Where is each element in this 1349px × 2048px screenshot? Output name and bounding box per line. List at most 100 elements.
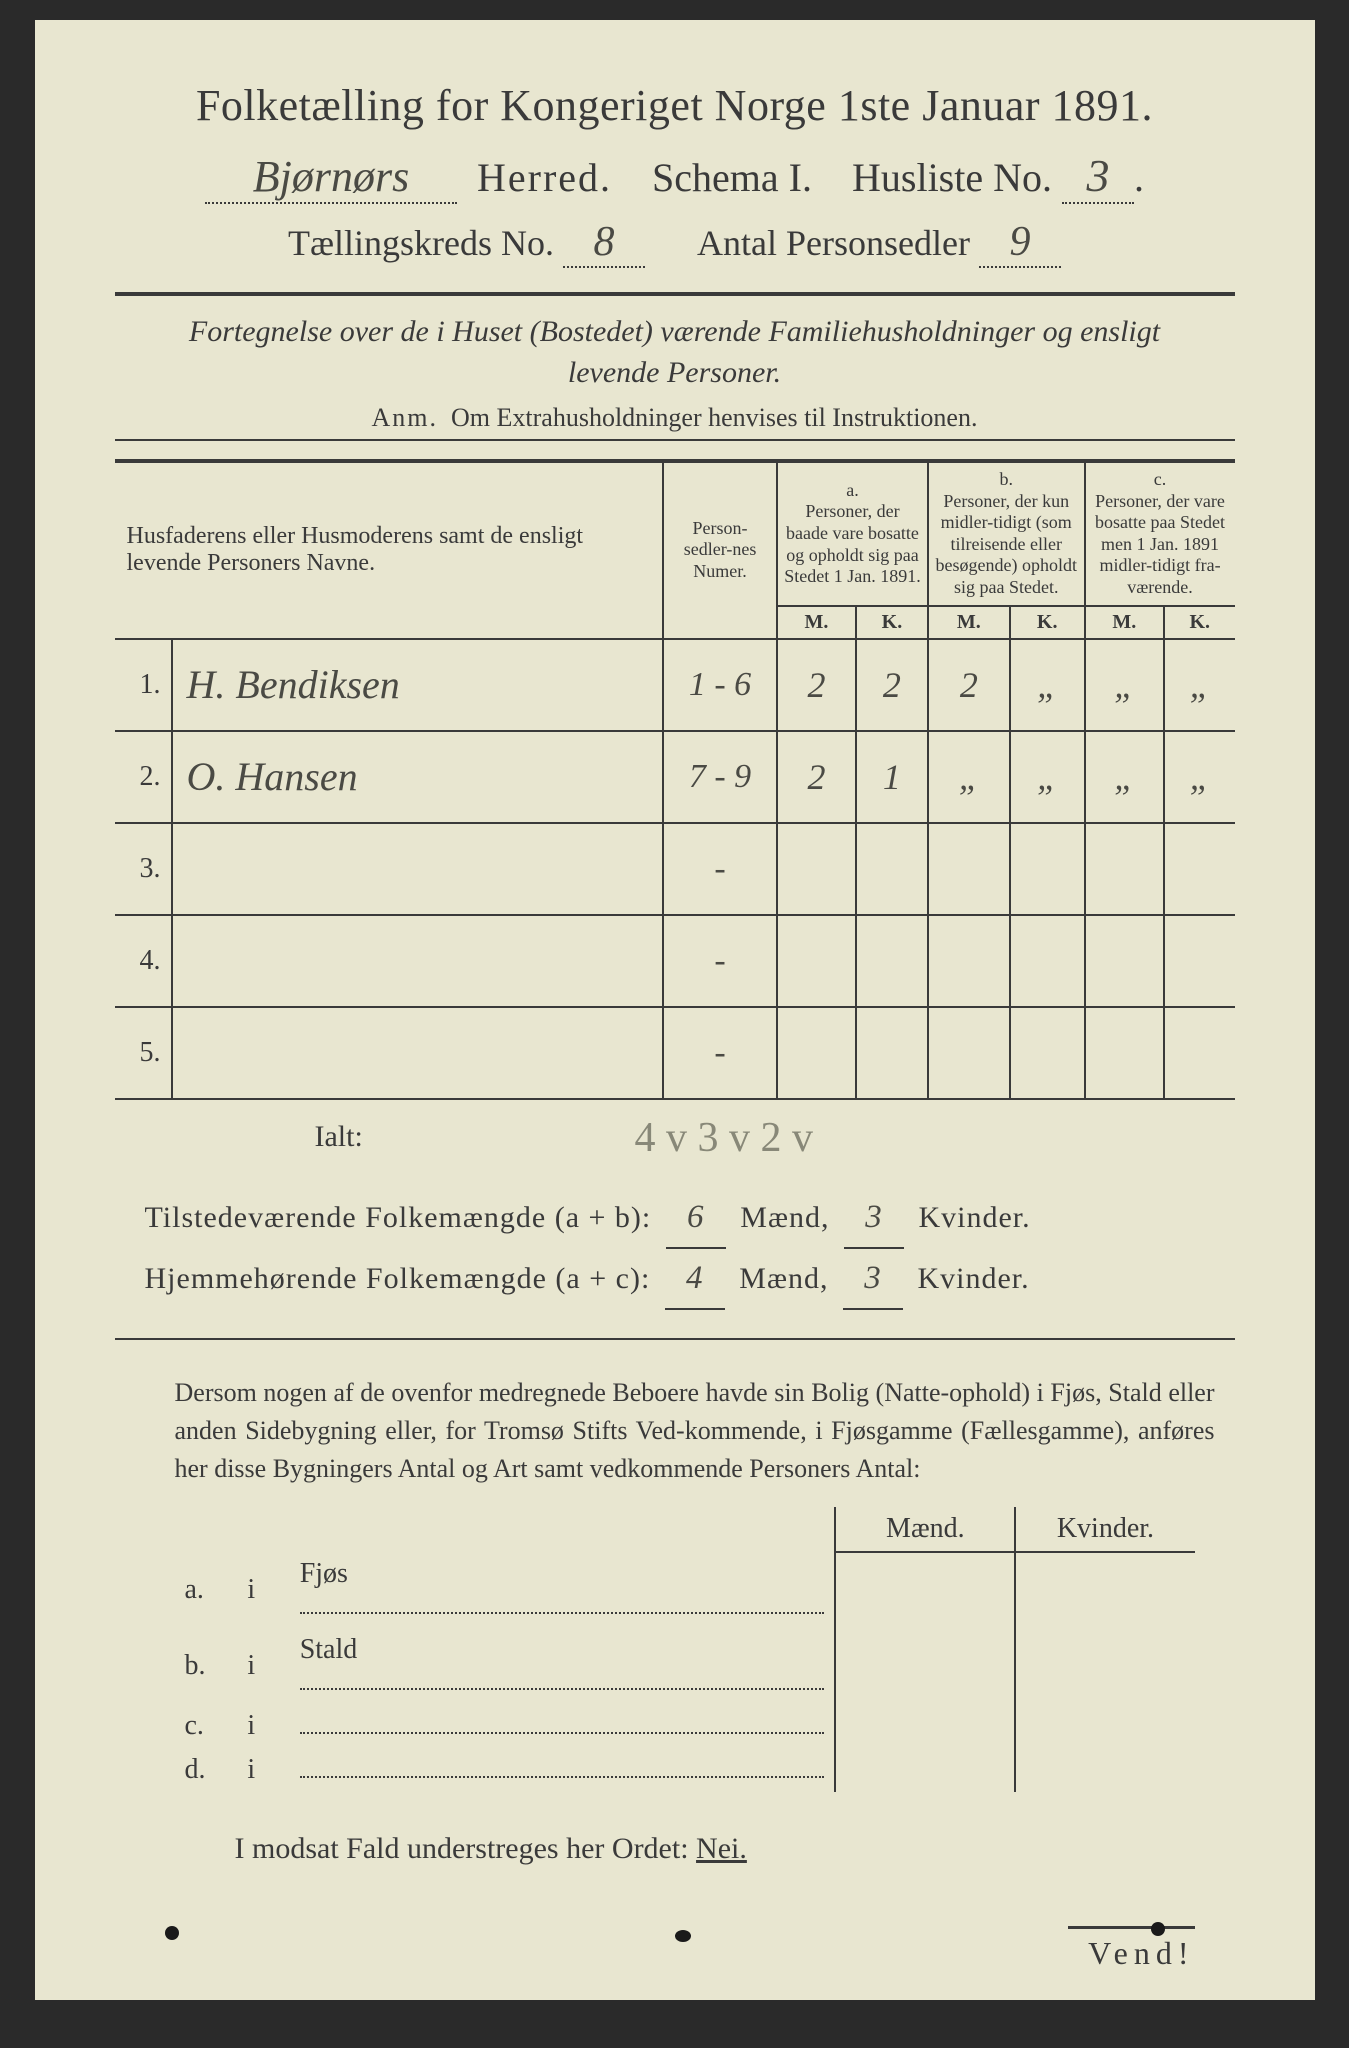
bt-text: Fjøs [290,1552,836,1628]
husliste-value: 3 [1062,149,1134,204]
row-cK [1164,823,1234,915]
row-bK: „ [1010,639,1085,731]
row-aK [856,1007,928,1099]
col-numer: Person-sedler-nes Numer. [663,461,777,639]
bt-m [835,1704,1015,1748]
tot2-m: 4 [665,1249,725,1310]
bt-k [1015,1704,1194,1748]
bt-m [835,1748,1015,1792]
table-row: 1.H. Bendiksen1 - 6222„„„ [115,639,1235,731]
nei-line: I modsat Fald understreges her Ordet: Ne… [235,1832,1235,1866]
row-bM: „ [928,731,1010,823]
bt-k [1015,1748,1194,1792]
maend-2: Mænd, [739,1262,828,1295]
row-cK: „ [1164,731,1234,823]
col-b: Personer, der kun midler-tidigt (som til… [936,491,1077,597]
row-aK [856,823,928,915]
row-aM: 2 [777,731,856,823]
row-aM [777,915,856,1007]
divider [115,292,1235,296]
kvinder-2: Kvinder. [917,1262,1029,1295]
row-aM [777,1007,856,1099]
row-cK: „ [1164,639,1234,731]
line-herred: Bjørnørs Herred. Schema I. Husliste No. … [115,149,1235,204]
nei-word: Nei. [696,1832,747,1865]
row-num: 4. [115,915,172,1007]
line-kreds: Tællingskreds No. 8 Antal Personsedler 9 [115,218,1235,268]
divider-thin [115,439,1235,441]
col-a-k: K. [856,606,928,639]
bt-letter: a. [175,1552,238,1628]
bt-letter: d. [175,1748,238,1792]
col-a: Personer, der baade vare bosatte og opho… [784,501,921,586]
divider-thin-2 [115,1338,1235,1340]
bt-k [1015,1552,1194,1628]
row-num: 3. [115,823,172,915]
row-name: H. Bendiksen [172,639,664,731]
bt-m [835,1552,1015,1628]
row-num: 2. [115,731,172,823]
row-name [172,823,664,915]
punch-hole-icon [1151,1922,1165,1936]
kvinder-1: Kvinder. [918,1201,1030,1234]
row-cM [1085,1007,1164,1099]
bt-i: i [237,1704,289,1748]
table-row: 5. - [115,1007,1235,1099]
antal-value: 9 [979,218,1061,268]
bt-text: Stald [290,1628,836,1704]
row-num: 5. [115,1007,172,1099]
herred-label: Herred. [477,155,612,200]
bottom-table-row: d.i [175,1748,1195,1792]
table-row: 2.O. Hansen7 - 921„„„„ [115,731,1235,823]
antal-label: Antal Personsedler [697,223,970,263]
row-cM [1085,915,1164,1007]
subhead-2: levende Personer. [568,356,781,389]
bottom-table-row: b.iStald [175,1628,1195,1704]
col-a-m: M. [777,606,856,639]
bt-i: i [237,1748,289,1792]
row-cM [1085,823,1164,915]
bt-i: i [237,1552,289,1628]
bt-kvinder: Kvinder. [1015,1507,1194,1552]
row-numer: - [663,1007,777,1099]
bottom-table-row: c.i [175,1704,1195,1748]
table-row: 4.- [115,915,1235,1007]
bottom-paragraph: Dersom nogen af de ovenfor medregnede Be… [175,1374,1215,1487]
row-bM [928,823,1010,915]
row-bM: 2 [928,639,1010,731]
row-cM: „ [1085,639,1164,731]
tot1-k: 3 [844,1188,904,1249]
row-name [172,1007,664,1099]
punch-hole-icon [165,1926,179,1940]
schema-label: Schema I. [652,155,812,200]
row-name [172,915,664,1007]
col-names: Husfaderens eller Husmoderens samt de en… [127,523,584,576]
row-cK [1164,915,1234,1007]
tot2-k: 3 [843,1249,903,1310]
row-bK [1010,1007,1085,1099]
col-c-m: M. [1085,606,1164,639]
row-cK [1164,1007,1234,1099]
bt-letter: c. [175,1704,238,1748]
col-c: Personer, der vare bosatte paa Stedet me… [1095,491,1225,597]
kreds-value: 8 [563,218,645,268]
bt-m [835,1628,1015,1704]
anm-label: Anm. [372,403,439,432]
kreds-label: Tællingskreds No. [288,223,554,263]
row-bM [928,1007,1010,1099]
col-c-k: K. [1164,606,1234,639]
maend-1: Mænd, [740,1201,829,1234]
row-cM: „ [1085,731,1164,823]
sub-heading: Fortegnelse over de i Huset (Bostedet) v… [155,312,1195,393]
tot1-label: Tilstedeværende Folkemængde (a + b): [145,1201,652,1234]
anm-text: Om Extrahusholdninger henvises til Instr… [451,403,977,432]
vend-label: Vend! [1068,1926,1194,1972]
row-aM: 2 [777,639,856,731]
row-numer: - [663,823,777,915]
pencil-totals: 4 v 3 v 2 v [635,1114,814,1162]
col-c-tag: c. [1154,469,1167,489]
row-bK [1010,915,1085,1007]
census-table: Husfaderens eller Husmoderens samt de en… [115,459,1235,1100]
row-bK [1010,823,1085,915]
row-aK: 2 [856,639,928,731]
